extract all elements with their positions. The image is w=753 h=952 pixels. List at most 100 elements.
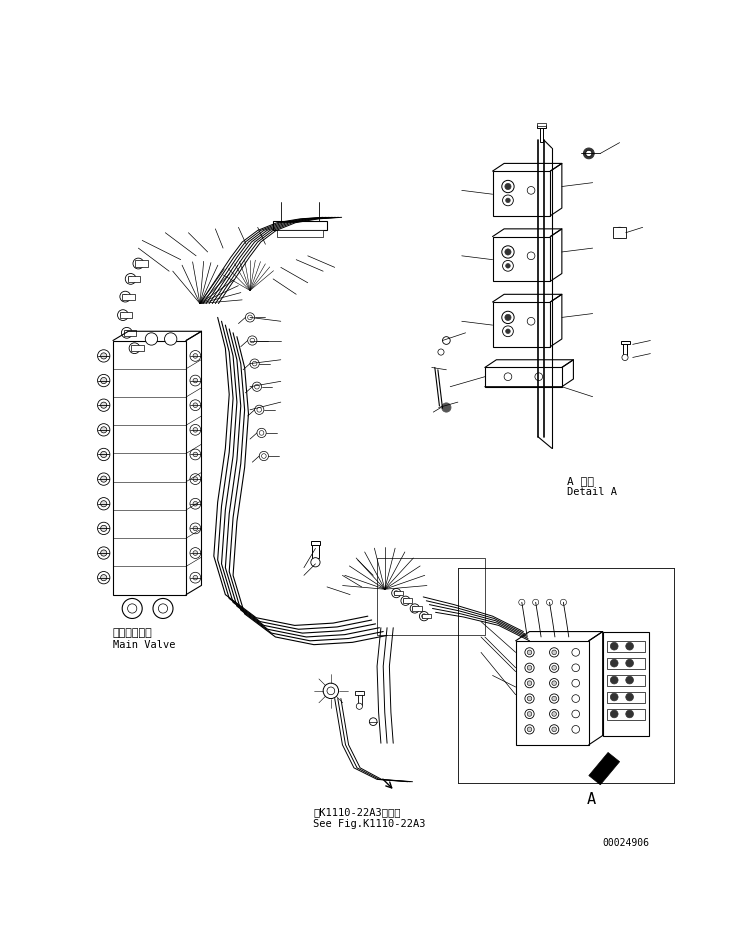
Circle shape [193, 428, 197, 433]
Bar [377, 559, 485, 636]
Circle shape [124, 331, 129, 336]
Circle shape [190, 449, 201, 461]
Circle shape [370, 718, 377, 725]
Circle shape [127, 605, 137, 613]
Circle shape [128, 277, 133, 282]
Circle shape [547, 600, 553, 605]
Text: 第K1110-22A3図参照: 第K1110-22A3図参照 [313, 806, 401, 817]
Circle shape [158, 605, 168, 613]
Circle shape [257, 408, 261, 412]
Bar [394, 591, 404, 596]
Circle shape [572, 695, 580, 703]
Circle shape [422, 614, 426, 619]
Circle shape [193, 379, 197, 384]
Bar [122, 294, 135, 301]
Circle shape [527, 252, 535, 261]
Circle shape [101, 501, 107, 507]
Circle shape [504, 373, 512, 381]
Bar [311, 541, 320, 545]
Text: Detail A: Detail A [567, 486, 617, 497]
Circle shape [525, 694, 534, 704]
Circle shape [193, 354, 197, 359]
Circle shape [323, 684, 339, 699]
Circle shape [190, 376, 201, 387]
Circle shape [502, 196, 514, 207]
Circle shape [617, 230, 623, 236]
Circle shape [586, 151, 592, 157]
Circle shape [98, 400, 110, 412]
Circle shape [122, 599, 142, 619]
Circle shape [572, 725, 580, 733]
Circle shape [572, 664, 580, 672]
Circle shape [250, 339, 255, 344]
Circle shape [501, 312, 514, 325]
Circle shape [259, 431, 264, 436]
Circle shape [123, 295, 127, 300]
Circle shape [584, 149, 594, 160]
Circle shape [552, 665, 556, 670]
Circle shape [193, 404, 197, 408]
Bar [537, 126, 546, 129]
Circle shape [550, 664, 559, 673]
Circle shape [101, 526, 107, 532]
Bar [623, 341, 627, 357]
Circle shape [527, 681, 532, 685]
Circle shape [193, 502, 197, 506]
Circle shape [611, 677, 618, 684]
Bar [606, 675, 645, 686]
Circle shape [401, 597, 410, 605]
Circle shape [505, 315, 511, 321]
Circle shape [193, 477, 197, 482]
Circle shape [505, 249, 511, 256]
Circle shape [611, 660, 618, 667]
Bar [113, 341, 186, 595]
Circle shape [120, 292, 131, 303]
Circle shape [622, 355, 628, 361]
Circle shape [404, 599, 408, 604]
Circle shape [98, 350, 110, 363]
Circle shape [626, 643, 633, 650]
Circle shape [248, 337, 257, 346]
Circle shape [101, 427, 107, 433]
Circle shape [98, 425, 110, 437]
Circle shape [101, 452, 107, 458]
Bar [606, 641, 645, 653]
Circle shape [525, 648, 534, 657]
Circle shape [255, 406, 264, 415]
Circle shape [250, 360, 259, 368]
Circle shape [190, 474, 201, 485]
Circle shape [527, 697, 532, 701]
Circle shape [626, 693, 633, 701]
Bar [273, 222, 327, 231]
Circle shape [501, 181, 514, 193]
Circle shape [552, 697, 556, 701]
Circle shape [98, 572, 110, 585]
Circle shape [153, 599, 173, 619]
Circle shape [525, 709, 534, 719]
Circle shape [611, 693, 618, 701]
Circle shape [505, 185, 511, 190]
Circle shape [257, 428, 266, 438]
Bar [540, 126, 544, 143]
Circle shape [550, 725, 559, 734]
Circle shape [506, 199, 511, 204]
Circle shape [101, 378, 107, 385]
Circle shape [98, 547, 110, 560]
Circle shape [532, 600, 538, 605]
Bar [606, 658, 645, 669]
Circle shape [535, 373, 543, 381]
Circle shape [356, 704, 362, 709]
Circle shape [502, 261, 514, 272]
Circle shape [611, 643, 618, 650]
Circle shape [626, 710, 633, 718]
Circle shape [572, 649, 580, 657]
Circle shape [443, 337, 450, 345]
Circle shape [552, 650, 556, 655]
Circle shape [190, 573, 201, 584]
Circle shape [136, 262, 141, 267]
Circle shape [98, 498, 110, 510]
Circle shape [419, 612, 428, 621]
Bar [602, 632, 649, 736]
Circle shape [527, 650, 532, 655]
Circle shape [392, 589, 401, 598]
